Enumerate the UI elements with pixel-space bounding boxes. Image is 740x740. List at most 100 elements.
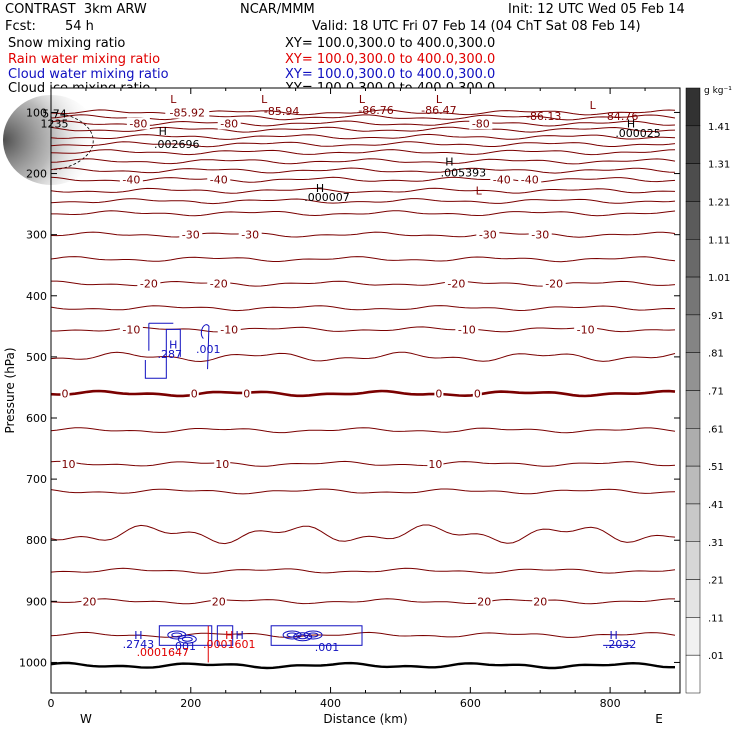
x-tick-label: 400 — [320, 697, 341, 710]
colorbar-unit: g kg⁻¹ — [704, 86, 732, 96]
contour-label-text: -10 — [577, 323, 595, 336]
contour-label: 0 — [242, 387, 252, 401]
contour-label-text: -40 — [493, 174, 511, 187]
contour-label-bg — [444, 277, 468, 290]
extremum-label: H — [134, 629, 142, 642]
contour-label: -10 — [217, 323, 241, 336]
extremum-label: .005393 — [441, 166, 487, 179]
cloud-water-contour — [286, 632, 298, 638]
colorbar-label: .21 — [708, 576, 724, 587]
contour-label-bg — [179, 228, 203, 241]
temperature-contour-line — [50, 351, 676, 363]
temperature-contour-line — [50, 167, 676, 174]
contour-label-text: -80 — [472, 117, 490, 130]
colorbar-label: 1.01 — [708, 273, 730, 284]
colorbar-swatch — [685, 276, 701, 316]
contour-label-bg — [242, 387, 252, 400]
extremum-label: .002696 — [154, 138, 200, 151]
center-label: NCAR/MMM — [240, 2, 315, 17]
cloud-water-contour — [171, 632, 183, 638]
temperature-contour-line — [50, 256, 676, 263]
colorbar-label: .11 — [708, 613, 724, 624]
temperature-contour-line — [50, 427, 676, 434]
contour-label-text: 10 — [61, 458, 75, 471]
temperature-contour-line — [50, 460, 676, 467]
temperature-contour-line — [50, 305, 676, 312]
contour-label-text: -10 — [122, 323, 140, 336]
contour-label: 20 — [210, 595, 227, 608]
y-tick-label: 800 — [26, 534, 47, 547]
contour-label-text: -20 — [545, 278, 563, 291]
extremum-label: H — [159, 125, 167, 138]
extremum-label: L — [359, 93, 366, 106]
colorbar-label: .41 — [708, 500, 724, 511]
cloud-water-contour — [200, 324, 210, 370]
contour-label-text: 0 — [243, 388, 250, 401]
colorbar-label: .71 — [708, 387, 724, 398]
x-tick-label: 600 — [460, 697, 481, 710]
extremum-label: .0001647 — [137, 646, 190, 659]
extremum-label: .2743 — [123, 638, 155, 651]
temperature-contour-line — [50, 187, 676, 194]
extremum-label: .0001601 — [203, 638, 256, 651]
contour-label: 0 — [189, 387, 199, 401]
extremum-label: .001 — [196, 343, 221, 356]
contour-label-bg — [455, 323, 479, 336]
contour-label-text: 20 — [82, 595, 96, 608]
colorbar-swatch — [685, 428, 701, 467]
temperature-contour-line — [51, 326, 676, 333]
contour-label: -80 — [217, 117, 241, 130]
colorbar-swatch — [685, 239, 701, 278]
contour-label-text: 0 — [191, 388, 198, 401]
y-tick-label: 500 — [26, 351, 47, 364]
field-snow-label: Snow mixing ratio — [8, 36, 126, 51]
contour-label-bg — [60, 457, 77, 470]
temperature-contour-line — [50, 120, 676, 127]
extremum-label: -84.76 — [603, 110, 638, 123]
contour-label: -30 — [238, 228, 262, 242]
y-tick-label: 200 — [26, 168, 47, 181]
y-tick-label: 100 — [26, 106, 47, 119]
extremum-label: H — [316, 182, 324, 195]
contour-label-bg — [60, 387, 70, 400]
colorbar-swatch — [685, 163, 701, 202]
y-tick-label: 900 — [26, 595, 47, 608]
contour-label: 0 — [472, 387, 482, 401]
contour-label: -10 — [574, 323, 598, 336]
cloud-water-contours — [144, 322, 632, 663]
y-tick-label: 700 — [26, 473, 47, 486]
cloud-water-contour — [307, 632, 319, 638]
contour-label: -30 — [476, 228, 500, 242]
y-tick-label: 400 — [26, 290, 47, 303]
temperature-contour-line — [50, 488, 676, 495]
extremum-label: .001 — [315, 641, 340, 654]
contour-label: -40 — [119, 173, 143, 187]
contour-label: -10 — [455, 323, 479, 336]
forecast-label: Fcst: — [5, 19, 36, 34]
y-tick-label: 300 — [26, 229, 47, 242]
extremum-label: H — [627, 117, 635, 130]
contour-label-bg — [434, 387, 444, 400]
contour-label-text: -10 — [458, 323, 476, 336]
extremum-label: .000025 — [615, 127, 661, 140]
extremum-label: -85.94 — [264, 105, 299, 118]
temperature-contour-line — [50, 133, 676, 140]
temperature-contour-line — [50, 198, 676, 205]
contour-label-bg — [189, 387, 199, 400]
extremum-label: L — [590, 99, 597, 112]
field-rain-xy: XY= 100.0,300.0 to 400.0,300.0 — [285, 52, 496, 67]
valid-time: Valid: 18 UTC Fri 07 Feb 14 (04 ChT Sat … — [312, 19, 641, 34]
contour-label: -85.92 — [165, 106, 210, 119]
contour-label-text: -30 — [531, 229, 549, 242]
field-rain-label: Rain water mixing ratio — [8, 52, 161, 67]
cloud-water-contour — [297, 634, 309, 640]
colorbar-swatch — [685, 314, 701, 353]
contour-label-bg — [137, 277, 161, 290]
x-end-label-east: E — [655, 712, 663, 726]
colorbar-label: 1.21 — [708, 197, 730, 208]
colorbar-swatch — [685, 579, 701, 618]
contour-label-text: -30 — [182, 229, 200, 242]
cloud-water-contour — [216, 625, 234, 646]
x-tick-label: 800 — [600, 697, 621, 710]
